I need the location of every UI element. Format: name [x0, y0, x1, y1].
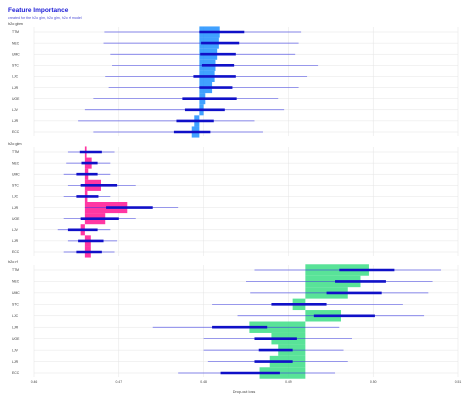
- category-label: UOE: [12, 97, 20, 101]
- category-label: LJR: [12, 206, 19, 210]
- category-label: LJV: [12, 348, 19, 352]
- category-label: TTM: [12, 30, 19, 34]
- category-label: UOE: [12, 337, 20, 341]
- chart-subtitle: created for the h2o glm, h2o glm, h2o rf…: [8, 16, 82, 20]
- category-label: LJR: [12, 239, 19, 243]
- x-axis-title: Drop-out loss: [233, 390, 256, 394]
- category-label: TTM: [12, 150, 19, 154]
- category-label: LJV: [12, 228, 19, 232]
- panel-label: h2o glm: [8, 142, 22, 146]
- x-tick-label: 0.49: [285, 380, 292, 384]
- x-tick-label: 0.48: [200, 380, 207, 384]
- category-label: UOE: [12, 217, 20, 221]
- category-label: LJR: [12, 119, 19, 123]
- x-tick-label: 0.46: [31, 380, 38, 384]
- category-label: UMC: [12, 172, 20, 176]
- panel-label: h2o rf: [8, 260, 19, 264]
- category-label: TTM: [12, 268, 19, 272]
- x-tick-label: 0.50: [370, 380, 377, 384]
- category-label: STC: [12, 303, 19, 307]
- category-label: LJR: [12, 86, 19, 90]
- category-label: LJC: [12, 314, 19, 318]
- category-label: NEC: [12, 161, 20, 165]
- category-label: ECC: [12, 130, 20, 134]
- x-axis: 0.46 0.47 0.48 0.49 0.50 0.51: [31, 380, 462, 384]
- panel-h2o-rf: h2o rf TTM NEC UMC STC LJC LJR UOE LJV LJR ECC: [8, 260, 459, 379]
- category-label: NEC: [12, 41, 20, 45]
- category-label: UMC: [12, 291, 20, 295]
- category-label: ECC: [12, 371, 20, 375]
- category-label: UMC: [12, 52, 20, 56]
- category-label: LJR: [12, 325, 19, 329]
- category-label: LJC: [12, 195, 19, 199]
- facet-panels: h2o gbmTTMNECUMCSTCLJCLJRUOELJVLJRECCh2o…: [8, 22, 461, 384]
- category-label: STC: [12, 64, 19, 68]
- x-tick-label: 0.51: [455, 380, 462, 384]
- category-label: STC: [12, 184, 19, 188]
- category-label: LJC: [12, 75, 19, 79]
- panel-h2o-gbm: h2o gbm TTM NEC UMC STC LJC LJR UOE LJV LJR ECC: [8, 22, 459, 138]
- category-label: LJR: [12, 360, 19, 364]
- category-label: NEC: [12, 280, 20, 284]
- category-label: LJV: [12, 108, 19, 112]
- category-label: ECC: [12, 250, 20, 254]
- x-tick-label: 0.47: [115, 380, 122, 384]
- panel-label: h2o gbm: [8, 22, 23, 26]
- panel-h2o-glm: h2o glm TTM NEC UMC STC LJC LJR UOE LJV LJR ECC: [8, 142, 459, 258]
- chart-title: Feature Importance: [8, 7, 69, 14]
